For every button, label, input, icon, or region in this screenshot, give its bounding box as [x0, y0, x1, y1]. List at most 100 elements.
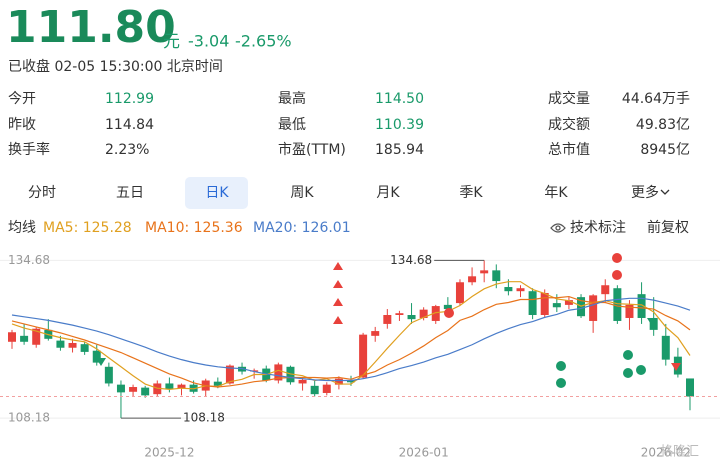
- stats: 今开 112.99 最高 114.50 成交量 44.64万手 昨收 114.8…: [8, 90, 690, 158]
- stat-label: 换手率: [8, 141, 50, 158]
- candle-body: [649, 317, 658, 330]
- status: 已收盘 02-05 15:30:00 北京时间: [8, 58, 223, 75]
- candle-body: [116, 384, 125, 393]
- stat-value: 114.50: [375, 91, 424, 107]
- candle-body: [468, 276, 477, 283]
- stat-value: 2.23%: [105, 142, 149, 158]
- x-tick-label: 2026-02: [641, 446, 691, 460]
- stat-value: 114.84: [105, 117, 154, 133]
- plot: 134.68 108.18 2025-12 2026-01 2026-02 134.68 1…: [0, 253, 720, 460]
- x-tick-label: 2025-12: [144, 446, 194, 460]
- candle-body: [407, 315, 416, 320]
- candle-body: [443, 304, 452, 310]
- tab[interactable]: 五日: [116, 185, 144, 201]
- candle-body: [8, 332, 16, 342]
- candle-body: [601, 285, 610, 295]
- stat-value: 49.83亿: [636, 117, 690, 133]
- eye-icon: [550, 223, 566, 233]
- stat-label: 市盈(TTM): [278, 141, 346, 158]
- candle-body: [92, 350, 101, 363]
- stat-value: 185.94: [375, 142, 424, 158]
- signals: [96, 253, 681, 388]
- candle-body: [661, 335, 670, 360]
- candle-body: [516, 288, 525, 292]
- stat-value: 44.64万手: [622, 91, 690, 107]
- stat-label: 总市值: [548, 141, 590, 158]
- candle-body: [480, 270, 489, 274]
- candle-body: [56, 340, 65, 348]
- candle-body: [177, 384, 186, 389]
- candle-body: [540, 292, 549, 315]
- candle-body: [129, 387, 138, 392]
- candle-body: [80, 344, 89, 352]
- x-tick-label: 2026-01: [399, 446, 449, 460]
- stat-value: 112.99: [105, 91, 154, 107]
- candle-body: [213, 381, 222, 386]
- candle-body: [104, 366, 113, 384]
- candle-body: [589, 295, 598, 321]
- tab[interactable]: 日K: [205, 185, 229, 201]
- candle-body: [20, 335, 29, 342]
- candle-body: [395, 313, 404, 315]
- max-label: 134.68: [390, 253, 432, 267]
- candle-body: [552, 303, 561, 308]
- tool[interactable]: 前复权: [647, 219, 689, 236]
- candle-body: [613, 288, 622, 321]
- candle-body: [455, 282, 464, 304]
- tab[interactable]: 年K: [544, 185, 568, 201]
- min-label: 108.18: [183, 411, 225, 425]
- tab[interactable]: 月K: [376, 185, 400, 201]
- candle-body: [359, 334, 368, 378]
- stat-label: 昨收: [8, 117, 36, 133]
- legend-entry: MA10: 125.36: [145, 220, 243, 236]
- candle-body: [564, 300, 573, 305]
- candle-body: [625, 304, 634, 318]
- candle-body: [165, 383, 174, 390]
- tool[interactable]: 技术标注: [570, 220, 626, 236]
- candle-body: [419, 309, 428, 318]
- candle-body: [32, 328, 41, 345]
- tab[interactable]: 周K: [290, 185, 314, 201]
- watermark: 格隆汇: [660, 444, 699, 460]
- stat-label: 最低: [278, 117, 306, 133]
- tab[interactable]: 分时: [28, 185, 56, 201]
- candle-body: [383, 315, 392, 324]
- candle-body: [347, 380, 355, 383]
- legend: MA5: 125.28 MA10: 125.36 MA20: 126.01: [43, 220, 351, 236]
- candle-body: [225, 365, 234, 384]
- candle-body: [310, 385, 319, 395]
- indicator-title: 均线: [8, 220, 36, 236]
- candle-body: [528, 291, 537, 315]
- unit: 元: [163, 32, 180, 52]
- stat-label: 今开: [8, 91, 36, 107]
- candle-body: [371, 331, 380, 336]
- candle-body: [274, 364, 283, 381]
- price: 111.80: [6, 2, 176, 53]
- tab[interactable]: 季K: [459, 185, 483, 201]
- ma-line: [11, 295, 691, 388]
- candle-body: [637, 294, 646, 318]
- chevron: [660, 189, 670, 195]
- legend-entry: MA20: 126.01: [253, 220, 351, 236]
- stat-value: 8945亿: [640, 142, 690, 158]
- candle-body: [492, 270, 501, 282]
- candle-body: [686, 378, 694, 397]
- tabs: 分时 五日 日K 周K 月K 季K 年K 更多: [28, 184, 670, 201]
- ma-line: [11, 297, 691, 382]
- stat-label: 成交额: [548, 116, 590, 133]
- candle-body: [141, 387, 150, 396]
- y-tick-label: 108.18: [8, 411, 50, 425]
- candle-body: [298, 379, 307, 384]
- stat-label: 最高: [278, 90, 306, 107]
- tab[interactable]: 更多: [631, 184, 659, 201]
- change: -3.04: [188, 32, 229, 51]
- y-tick-label: 134.68: [8, 253, 50, 267]
- candle-body: [334, 378, 343, 385]
- stat-value: 110.39: [375, 117, 424, 133]
- candle-body: [68, 342, 77, 348]
- candle-body: [322, 384, 331, 393]
- active-tab-bg: [185, 177, 248, 209]
- ma-line: [11, 281, 691, 391]
- candle-body: [504, 287, 513, 292]
